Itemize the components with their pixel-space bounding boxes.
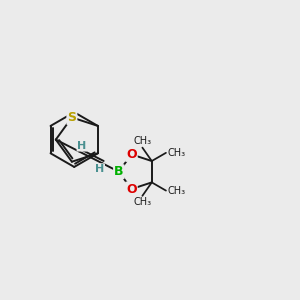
Text: CH₃: CH₃ [167, 148, 185, 158]
Text: CH₃: CH₃ [133, 136, 152, 146]
Text: S: S [68, 111, 76, 124]
Text: CH₃: CH₃ [167, 186, 185, 196]
Text: B: B [114, 165, 124, 178]
Text: H: H [95, 164, 104, 174]
Text: O: O [126, 148, 137, 161]
Text: O: O [126, 182, 137, 196]
Text: CH₃: CH₃ [133, 197, 152, 207]
Text: H: H [77, 141, 87, 151]
